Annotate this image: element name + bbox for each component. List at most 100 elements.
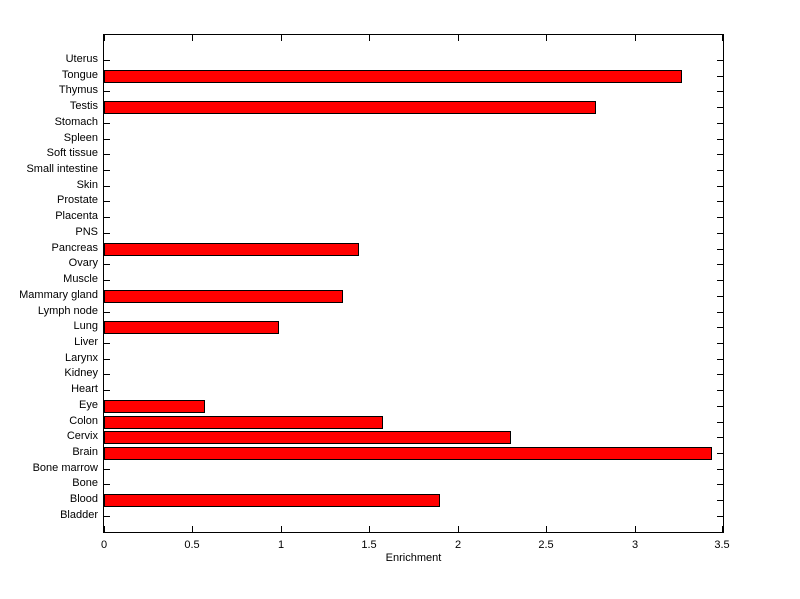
bar-testis bbox=[104, 101, 596, 114]
y-tick-left bbox=[104, 343, 110, 344]
x-tick-label-1.5: 1.5 bbox=[361, 539, 377, 551]
y-tick-right bbox=[717, 107, 723, 108]
y-tick-left bbox=[104, 139, 110, 140]
y-axis-label-pns: PNS bbox=[75, 225, 98, 238]
y-tick-left bbox=[104, 280, 110, 281]
y-tick-right bbox=[717, 60, 723, 61]
x-tick-top bbox=[192, 35, 193, 41]
y-tick-left bbox=[104, 264, 110, 265]
y-tick-right bbox=[717, 123, 723, 124]
y-axis-label-soft-tissue: Soft tissue bbox=[46, 147, 98, 160]
y-tick-right bbox=[717, 406, 723, 407]
y-axis-label-prostate: Prostate bbox=[57, 194, 98, 207]
y-tick-left bbox=[104, 60, 110, 61]
y-tick-left bbox=[104, 91, 110, 92]
y-tick-right bbox=[717, 484, 723, 485]
x-tick-top bbox=[635, 35, 636, 41]
y-axis-label-liver: Liver bbox=[74, 335, 98, 348]
y-tick-left bbox=[104, 390, 110, 391]
x-tick-label-3: 3 bbox=[631, 539, 639, 551]
y-tick-right bbox=[717, 139, 723, 140]
x-tick-top bbox=[369, 35, 370, 41]
x-tick-bottom bbox=[369, 526, 370, 532]
y-tick-right bbox=[717, 469, 723, 470]
x-tick-label-2: 2 bbox=[454, 539, 462, 551]
y-tick-right bbox=[717, 249, 723, 250]
bar-brain bbox=[104, 447, 712, 460]
y-axis-label-colon: Colon bbox=[69, 414, 98, 427]
y-tick-right bbox=[717, 186, 723, 187]
y-axis-label-small-intestine: Small intestine bbox=[26, 163, 98, 176]
x-tick-label-3.5: 3.5 bbox=[714, 539, 730, 551]
y-tick-left bbox=[104, 217, 110, 218]
y-axis-label-pancreas: Pancreas bbox=[51, 241, 98, 254]
bar-blood bbox=[104, 494, 440, 507]
y-axis-label-stomach: Stomach bbox=[54, 115, 98, 128]
x-tick-bottom bbox=[546, 526, 547, 532]
x-tick-top bbox=[722, 35, 723, 41]
y-axis-label-lymph-node: Lymph node bbox=[37, 304, 98, 317]
x-tick-label-2.5: 2.5 bbox=[538, 539, 554, 551]
y-tick-left bbox=[104, 516, 110, 517]
y-axis-label-tongue: Tongue bbox=[61, 68, 98, 81]
y-tick-right bbox=[717, 280, 723, 281]
bar-lung bbox=[104, 321, 279, 334]
y-axis-label-lung: Lung bbox=[73, 320, 98, 333]
y-axis-label-spleen: Spleen bbox=[63, 131, 98, 144]
x-tick-label-0.5: 0.5 bbox=[184, 539, 200, 551]
y-tick-right bbox=[717, 390, 723, 391]
y-axis-label-muscle: Muscle bbox=[63, 273, 98, 286]
y-tick-right bbox=[717, 233, 723, 234]
bar-cervix bbox=[104, 431, 511, 444]
y-axis-label-bone-marrow: Bone marrow bbox=[32, 461, 98, 474]
y-tick-right bbox=[717, 264, 723, 265]
y-tick-left bbox=[104, 312, 110, 313]
bar-tongue bbox=[104, 70, 682, 83]
x-tick-bottom bbox=[281, 526, 282, 532]
y-axis-label-ovary: Ovary bbox=[68, 257, 98, 270]
y-tick-right bbox=[717, 516, 723, 517]
y-axis-label-brain: Brain bbox=[72, 446, 98, 458]
y-tick-left bbox=[104, 123, 110, 124]
y-axis-label-heart: Heart bbox=[71, 383, 98, 396]
y-tick-right bbox=[717, 76, 723, 77]
y-axis-label-skin: Skin bbox=[76, 178, 98, 191]
y-tick-left bbox=[104, 374, 110, 375]
y-axis-label-blood: Blood bbox=[69, 493, 98, 506]
bar-pancreas bbox=[104, 243, 359, 256]
y-tick-right bbox=[717, 296, 723, 297]
x-tick-top bbox=[546, 35, 547, 41]
x-tick-bottom bbox=[458, 526, 459, 532]
y-tick-right bbox=[717, 359, 723, 360]
y-tick-left bbox=[104, 170, 110, 171]
y-tick-right bbox=[717, 154, 723, 155]
x-tick-top bbox=[104, 35, 105, 41]
x-tick-bottom bbox=[104, 526, 105, 532]
y-tick-left bbox=[104, 484, 110, 485]
y-tick-right bbox=[717, 343, 723, 344]
y-axis-label-thymus: Thymus bbox=[58, 84, 98, 97]
y-tick-right bbox=[717, 91, 723, 92]
x-tick-bottom bbox=[192, 526, 193, 532]
bar-colon bbox=[104, 416, 383, 429]
y-tick-right bbox=[717, 500, 723, 501]
y-tick-left bbox=[104, 469, 110, 470]
y-axis-label-eye: Eye bbox=[79, 398, 98, 411]
y-axis-label-bladder: Bladder bbox=[60, 508, 98, 521]
y-tick-left bbox=[104, 359, 110, 360]
y-tick-right bbox=[717, 453, 723, 454]
y-axis-label-uterus: Uterus bbox=[65, 53, 98, 65]
y-axis-label-larynx: Larynx bbox=[64, 351, 98, 364]
y-tick-left bbox=[104, 186, 110, 187]
y-axis-label-cervix: Cervix bbox=[66, 430, 98, 443]
x-tick-bottom bbox=[635, 526, 636, 532]
y-tick-right bbox=[717, 217, 723, 218]
x-axis-title: Enrichment bbox=[385, 552, 442, 564]
x-tick-bottom bbox=[722, 526, 723, 532]
x-tick-label-1: 1 bbox=[277, 539, 285, 551]
y-tick-right bbox=[717, 312, 723, 313]
x-tick-top bbox=[458, 35, 459, 41]
bar-eye bbox=[104, 400, 205, 413]
bar-mammary-gland bbox=[104, 290, 343, 303]
